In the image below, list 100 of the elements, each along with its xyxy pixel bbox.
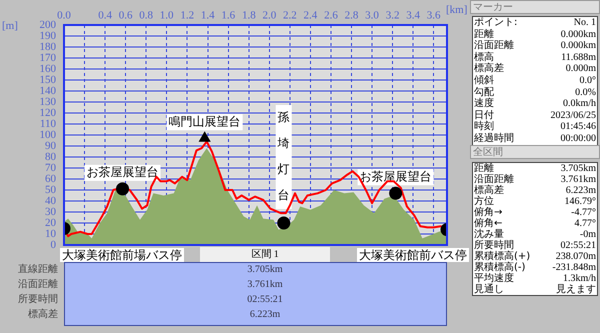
y-tick-label: 150	[40, 74, 56, 86]
y-axis-title: [m]	[2, 20, 18, 32]
text: 距離	[474, 163, 494, 174]
y-tick-label: 190	[40, 30, 56, 42]
text: ポイント:	[474, 17, 518, 28]
text: 0.000km	[560, 40, 596, 52]
text: 累積標高(+)	[474, 251, 530, 262]
y-tick-label: 60	[45, 172, 56, 185]
text: 146.79°	[564, 196, 596, 207]
text: 01:45:46	[560, 121, 596, 132]
text: 沿面距離	[18, 279, 58, 290]
x-tick-label: 0.6	[118, 9, 133, 22]
text: 時刻	[474, 121, 494, 132]
x-tick-label: 2.8	[344, 9, 359, 22]
text: 02:55:21	[560, 240, 596, 251]
annotation: 鳴門山展望台	[168, 114, 241, 128]
text: 0.0km/h	[562, 98, 596, 110]
text: 3.705km	[560, 163, 596, 174]
text: 0.0%	[575, 86, 596, 98]
y-tick-label: 10	[45, 228, 56, 240]
x-tick-label: 2.6	[324, 9, 338, 22]
x-tick-label: 2.4	[304, 9, 318, 22]
x-tick-label: 0.0	[57, 9, 72, 22]
text: 傾斜	[474, 75, 494, 86]
text: 全区間	[470, 145, 600, 159]
y-tick-label: 0	[50, 238, 56, 251]
y-tick-label: 90	[45, 140, 56, 152]
y-tick-label: 40	[45, 194, 56, 207]
y-tick-label: 180	[40, 40, 56, 53]
y-tick-label: 30	[45, 206, 56, 218]
y-tick-label: 200	[40, 18, 56, 31]
x-tick-label: 0.8	[139, 9, 154, 22]
text: 沈み量	[474, 229, 504, 240]
text: 3.761km	[246, 279, 284, 290]
text: 勾配	[474, 86, 494, 98]
x-tick-label: 3.2	[386, 9, 400, 22]
text: 00:00:00	[560, 133, 596, 144]
text: 俯角→	[474, 207, 502, 218]
text: 標高差	[474, 63, 504, 74]
text: 0.0°	[580, 75, 596, 86]
y-tick-label: 120	[40, 106, 56, 119]
annotation: 孫埼灯台	[276, 110, 290, 202]
text: -4.77°	[571, 207, 596, 218]
text: マーカー	[470, 0, 600, 14]
x-tick-label: 1.6	[221, 9, 236, 22]
point	[277, 216, 290, 230]
text: 0.000km	[560, 28, 596, 40]
text: 所要時間	[474, 240, 514, 251]
text: 方位	[474, 196, 494, 207]
annotation: お茶屋展望台	[86, 165, 159, 180]
x-axis-title: [km]	[446, 4, 468, 16]
x-tick-label: 2.2	[283, 9, 297, 22]
y-tick-label: 80	[45, 150, 56, 163]
text: 区間 1	[200, 247, 330, 262]
annotation: 大塚美術館前バス停	[359, 248, 467, 262]
text: 沿面距離	[474, 174, 514, 185]
y-tick-label: 170	[40, 52, 56, 64]
y-tick-label: 140	[40, 84, 56, 97]
text: 直線距離	[18, 264, 58, 275]
text: 238.070m	[556, 251, 596, 262]
text: 速度	[474, 98, 494, 110]
text: 6.223m	[248, 309, 282, 320]
y-tick-label: 70	[45, 162, 56, 174]
text: 11.688m	[561, 52, 596, 63]
text: 累積標高(-)	[474, 262, 526, 273]
x-tick-label: 1.2	[180, 9, 194, 22]
text: 3.761km	[560, 174, 596, 185]
y-tick-label: 20	[45, 216, 56, 229]
y-tick-label: 130	[40, 96, 56, 108]
text: 3.705km	[246, 264, 284, 275]
x-tick-label: 1.4	[200, 9, 216, 22]
text: 4.77°	[574, 218, 596, 229]
text: 02:55:21	[246, 294, 284, 305]
x-tick-label: 3.0	[365, 9, 380, 22]
text: -0m	[580, 229, 596, 240]
text: 平均速度	[474, 273, 514, 284]
x-tick-label: 3.6	[426, 9, 442, 22]
text: 2023/06/25	[550, 110, 596, 121]
text: 標高	[474, 52, 494, 63]
y-tick-label: 160	[40, 62, 56, 75]
x-tick-label: 0.4	[98, 9, 112, 22]
text: 見通し	[474, 284, 504, 295]
text: 標高差	[28, 309, 58, 320]
text: 見えます	[556, 284, 596, 295]
y-tick-label: 50	[45, 184, 56, 196]
y-tick-label: 100	[40, 128, 56, 141]
annotation: 大塚美術館前場バス停	[62, 248, 182, 262]
x-tick-label: 2.0	[262, 9, 277, 22]
text: 標高差	[474, 185, 504, 196]
text: 距離	[474, 28, 494, 40]
text: 俯角←	[474, 218, 502, 229]
x-tick-label: 1.0	[160, 9, 174, 22]
x-tick-label: 3.4	[406, 9, 420, 22]
text: 所要時間	[18, 294, 58, 305]
text: No. 1	[574, 17, 596, 28]
text: 0.000m	[566, 63, 596, 74]
point	[198, 132, 210, 142]
text: 1.3km/h	[562, 273, 596, 284]
x-tick-label: 1.8	[242, 9, 256, 22]
text: -231.848m	[552, 262, 596, 273]
